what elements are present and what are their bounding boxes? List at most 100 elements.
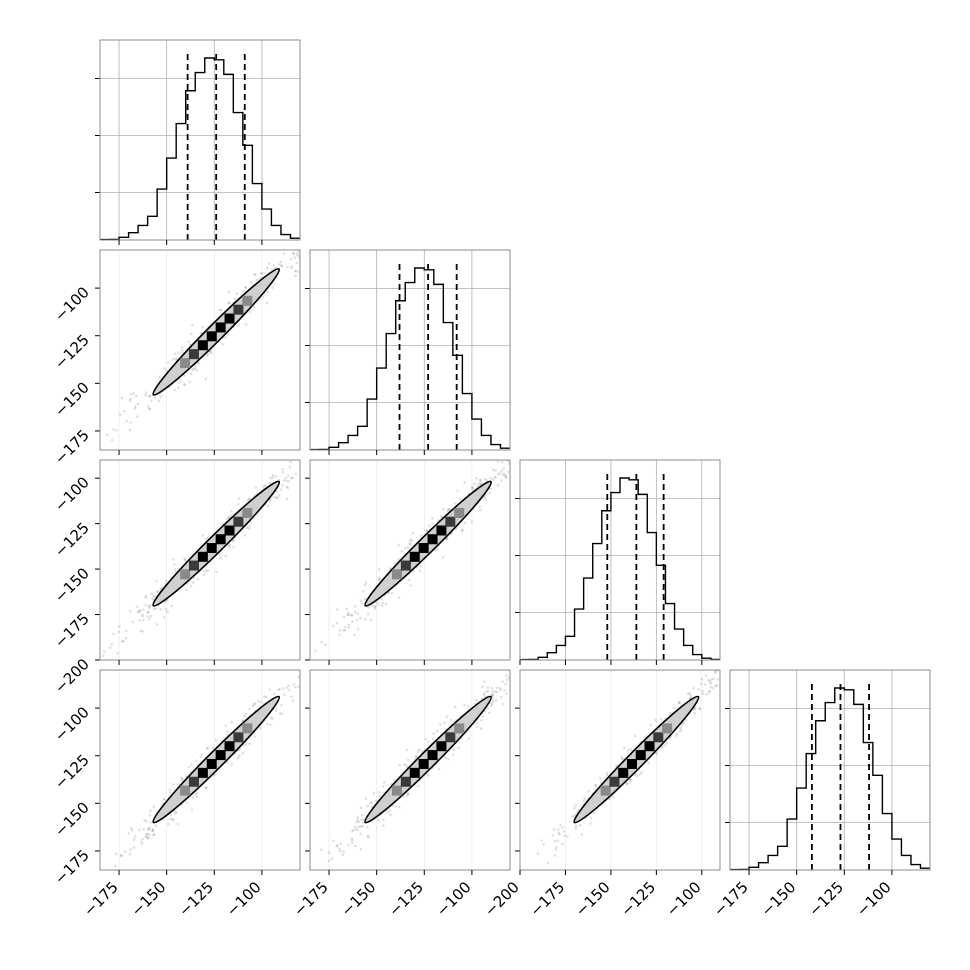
scatter-point xyxy=(357,820,361,824)
scatter-point xyxy=(165,369,168,373)
scatter-point xyxy=(138,828,141,832)
panel-frame xyxy=(99,249,301,451)
x-tick-label: −200 xyxy=(481,878,523,920)
scatter-point xyxy=(294,274,297,278)
scatter-point xyxy=(152,594,156,598)
scatter-point xyxy=(197,361,201,365)
scatter-point xyxy=(271,474,275,477)
scatter-point xyxy=(205,537,208,541)
scatter-point xyxy=(120,854,123,857)
scatter-point xyxy=(714,671,717,674)
scatter-point xyxy=(643,736,646,739)
scatter-point xyxy=(407,578,411,582)
scatter-point xyxy=(249,280,253,284)
scatter-point xyxy=(367,606,370,609)
scatter-point xyxy=(181,349,184,352)
scatter-point xyxy=(574,824,578,828)
scatter-point xyxy=(128,853,132,856)
scatter-point xyxy=(486,706,489,710)
scatter-point xyxy=(195,795,199,798)
scatter-point xyxy=(280,712,284,715)
scatter-point xyxy=(476,484,479,488)
scatter-point xyxy=(177,351,180,354)
scatter-point xyxy=(229,514,233,517)
scatter-point xyxy=(378,578,382,582)
scatter-point xyxy=(574,804,577,807)
scatter-point xyxy=(467,737,471,740)
scatter-point xyxy=(381,785,385,788)
density-cell xyxy=(409,551,420,562)
scatter-point xyxy=(254,273,257,277)
scatter-point xyxy=(554,848,557,851)
scatter-point xyxy=(285,479,288,483)
scatter-point xyxy=(478,482,481,486)
scatter-point xyxy=(150,592,153,595)
scatter-point xyxy=(210,352,213,355)
scatter-point xyxy=(443,721,446,724)
scatter-point xyxy=(347,613,351,616)
scatter-point xyxy=(172,357,175,361)
scatter-point xyxy=(271,476,275,480)
scatter-point xyxy=(684,718,688,722)
scatter-point xyxy=(649,723,652,727)
scatter-point xyxy=(495,686,499,689)
scatter-point xyxy=(491,698,495,701)
scatter-point xyxy=(282,252,286,255)
histogram-step xyxy=(310,267,510,451)
scatter-point xyxy=(281,467,285,471)
scatter-point xyxy=(678,700,681,703)
scatter-point xyxy=(397,596,401,600)
scatter-point xyxy=(377,818,380,822)
scatter-point xyxy=(563,834,566,838)
scatter-point xyxy=(582,799,586,803)
scatter-point xyxy=(499,688,502,692)
scatter-point xyxy=(493,475,497,479)
scatter-point xyxy=(262,486,265,490)
scatter-point xyxy=(419,534,423,537)
scatter-point xyxy=(144,603,147,607)
scatter-point xyxy=(130,393,133,396)
scatter-point xyxy=(196,578,200,581)
scatter-point xyxy=(478,479,482,482)
scatter-point xyxy=(460,529,464,532)
scatter-point xyxy=(225,517,229,521)
scatter-point xyxy=(480,697,483,701)
scatter-point xyxy=(172,558,175,561)
density-cell xyxy=(215,750,226,761)
scatter-point xyxy=(356,828,360,832)
scatter-point xyxy=(686,692,690,695)
density-cell xyxy=(224,525,235,536)
scatter-point xyxy=(557,828,560,831)
scatter-point xyxy=(284,476,288,480)
scatter-point xyxy=(139,840,143,844)
x-tick-label: −175 xyxy=(526,878,568,920)
y-tick-label: −125 xyxy=(51,751,93,793)
scatter-point xyxy=(499,686,502,690)
scatter-point xyxy=(123,410,126,413)
scatter-point xyxy=(487,711,491,715)
scatter-point xyxy=(638,772,642,776)
scatter-point xyxy=(244,534,247,537)
scatter-point xyxy=(409,542,413,546)
scatter-point xyxy=(362,821,365,824)
scatter-point xyxy=(361,813,364,817)
scatter-point xyxy=(701,689,704,693)
y-tick-label: −100 xyxy=(51,703,93,745)
scatter-point xyxy=(249,310,252,314)
scatter-point xyxy=(275,496,279,499)
scatter-point xyxy=(472,482,476,486)
scatter-point xyxy=(142,619,145,622)
scatter-point xyxy=(287,480,291,483)
scatter-point xyxy=(494,476,498,479)
scatter-point xyxy=(278,688,282,691)
scatter-point xyxy=(288,465,292,469)
scatter-point xyxy=(339,850,342,853)
scatter-point xyxy=(361,824,365,828)
scatter-point xyxy=(559,823,562,827)
scatter-point xyxy=(286,486,290,490)
scatter-point xyxy=(483,495,487,499)
scatter-point xyxy=(258,277,261,280)
scatter-point xyxy=(154,824,158,827)
scatter-point xyxy=(265,266,269,270)
